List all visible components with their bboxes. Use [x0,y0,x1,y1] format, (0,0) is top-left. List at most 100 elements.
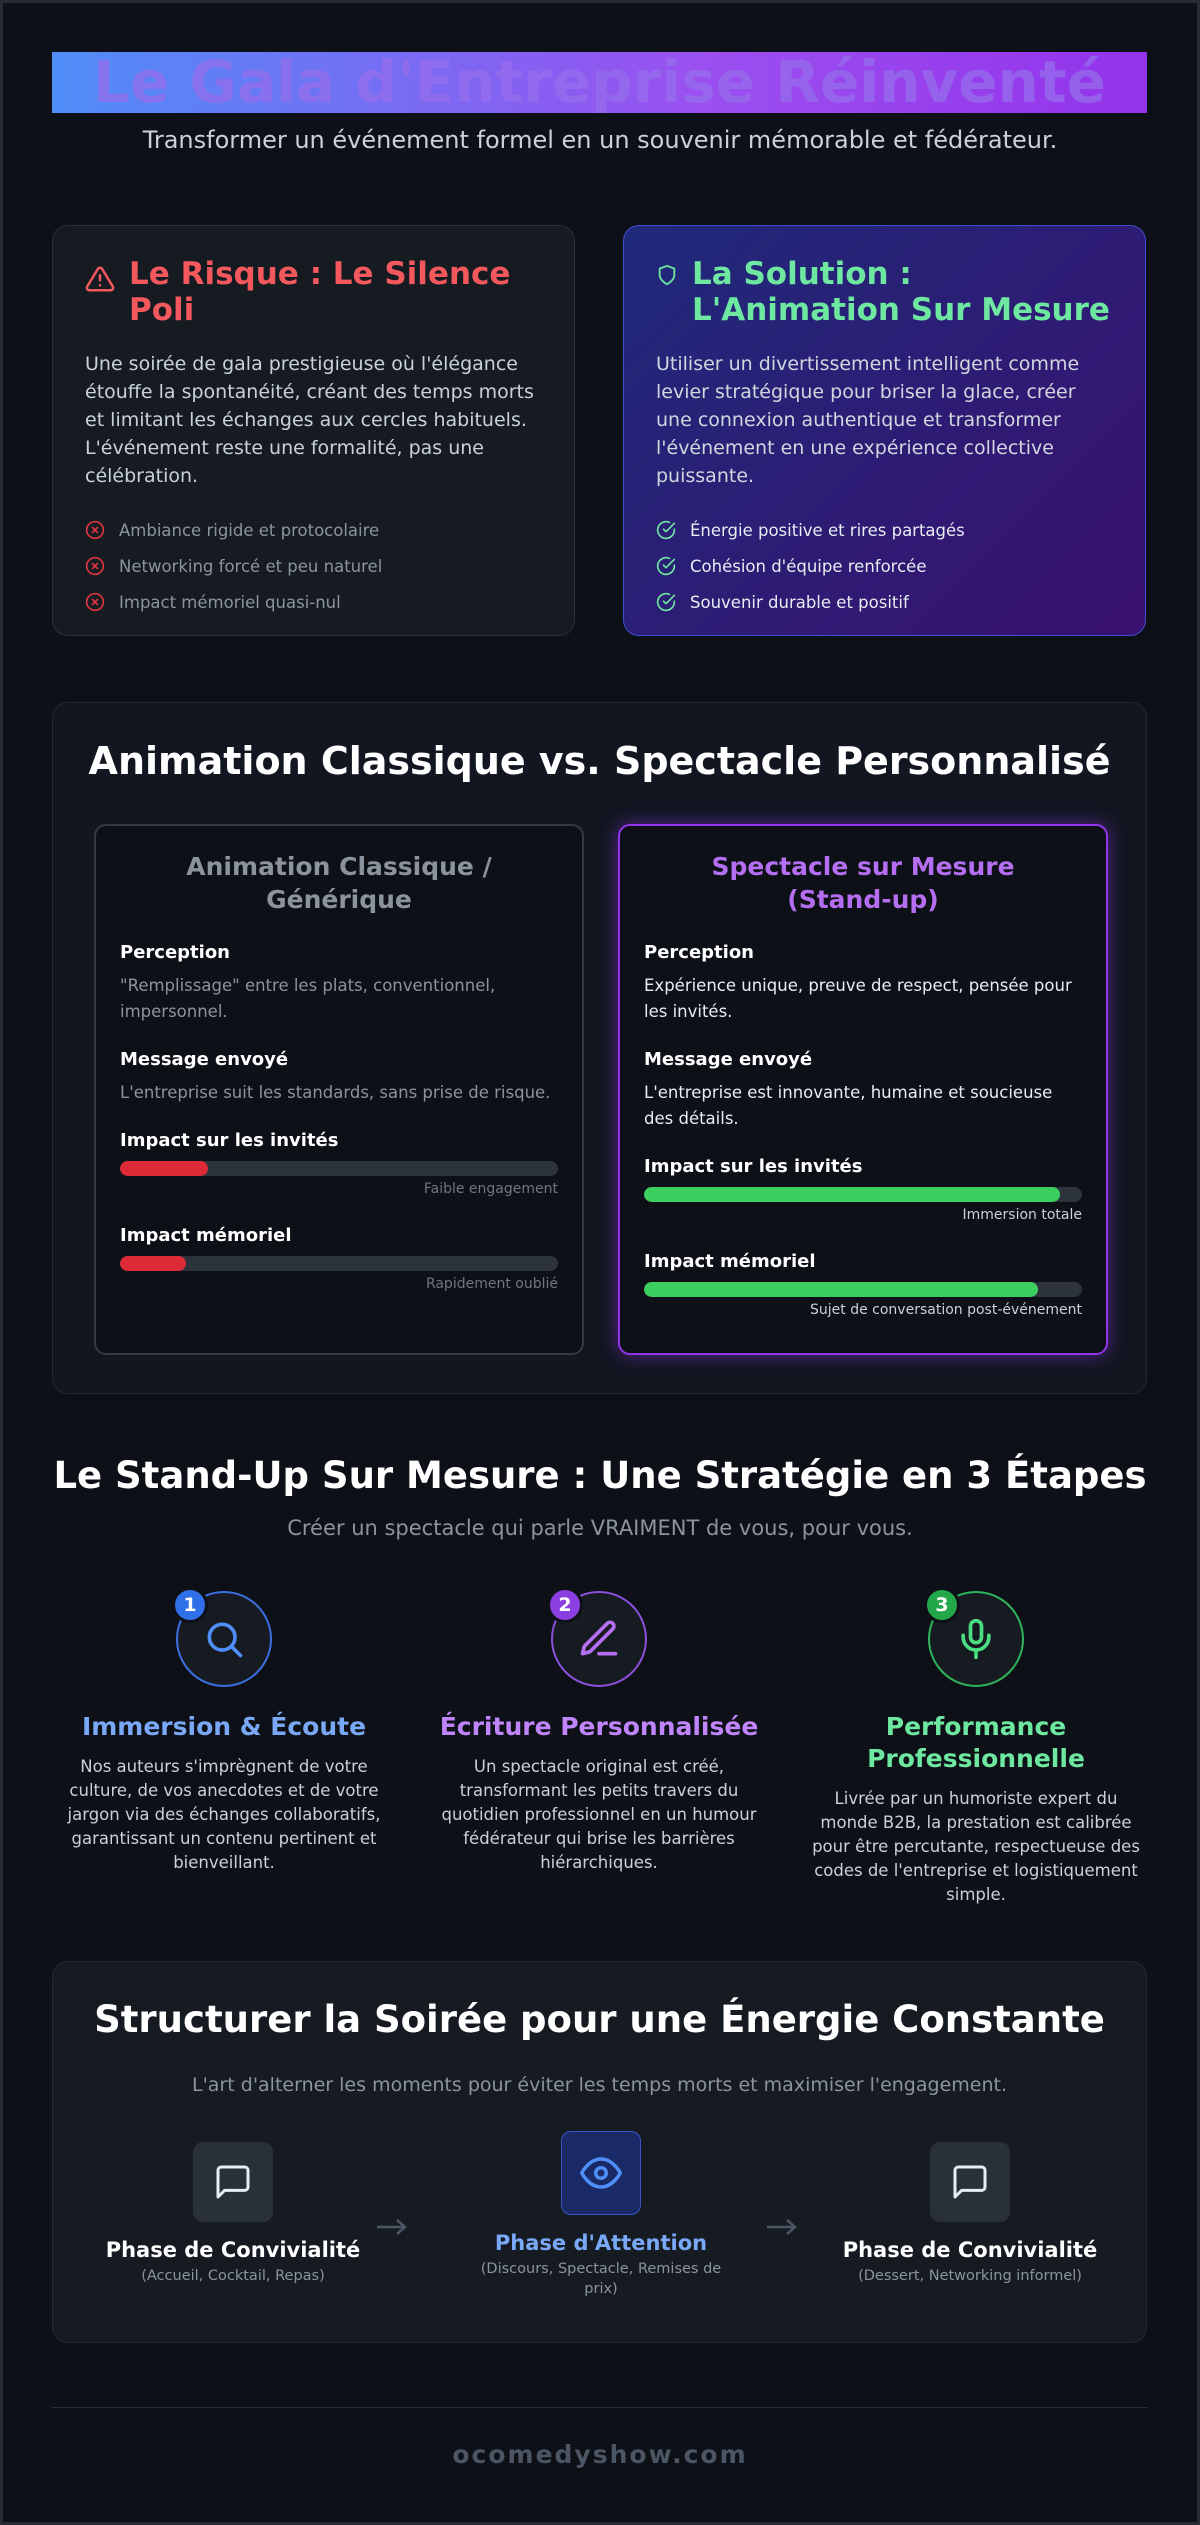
card-heading: Le Risque : Le Silence Poli [85,256,542,328]
metric-label: Impact sur les invités [120,1130,339,1151]
step-title: Performance Professionnelle [867,1712,1085,1773]
step: 3 Performance Professionnelle Livrée par u… [811,1587,1141,1907]
progress-track [120,1161,558,1176]
phase-icon [561,2131,641,2215]
phase-detail: (Dessert, Networking informel) [858,2268,1082,2284]
point-list: Ambiance rigide et protocolaire Networkin… [85,512,542,620]
section-title: Le Stand-Up Sur Mesure : Une Stratégie e… [53,1454,1147,1497]
step-icon: 3 [924,1587,1024,1687]
metric-label: Impact mémoriel [644,1251,816,1272]
section-text: L'entreprise suit les standards, sans pr… [120,1083,551,1102]
arrow [377,2219,407,2235]
point-text: Souvenir durable et positif [690,592,909,612]
progress-fill [120,1161,208,1176]
metric-label: Impact mémoriel [120,1225,292,1246]
phase-glyph [216,2165,250,2199]
solution-card: La Solution : L'Animation Sur Mesure Uti… [623,225,1146,636]
metric-label: Impact sur les invités [644,1156,863,1177]
progress-track [644,1282,1082,1297]
point: Networking forcé et peu naturel [85,548,542,584]
step-number: 2 [547,1587,583,1623]
phase-detail: (Accueil, Cocktail, Repas) [141,2268,325,2284]
step-icon: 1 [172,1587,272,1687]
point-list: Énergie positive et rires partagés Cohési… [656,512,1113,620]
step-title: Écriture Personnalisée [439,1712,759,1741]
section-label: Message envoyé [120,1049,289,1070]
point: Impact mémoriel quasi-nul [85,584,542,620]
section-title: Animation Classique vs. Spectacle Person… [88,739,1111,783]
card-text: Utiliser un divertissement intelligent c… [656,353,1080,487]
step-glyph [961,1618,991,1660]
phase-glyph [580,2157,622,2189]
progress-track [120,1256,558,1271]
phase: Phase de Convivialité (Dessert, Networkin… [820,2142,1120,2286]
page-title: Le Gala d'Entreprise Réinventé [52,52,1147,113]
step-glyph [207,1622,243,1658]
column-heading: Animation Classique / Générique [186,852,492,914]
step-icon: 2 [547,1587,647,1687]
section-text: Expérience unique, preuve de respect, pe… [644,976,1072,1021]
point-icon [85,592,105,612]
card-text: Une soirée de gala prestigieuse où l'élé… [85,353,534,487]
phase: Phase de Convivialité (Accueil, Cocktail,… [83,2142,383,2286]
point-text: Impact mémoriel quasi-nul [119,592,341,612]
step-text: Nos auteurs s'imprègnent de votre cultur… [67,1757,381,1872]
metric-caption: Immersion totale [962,1207,1082,1223]
section-subtitle: L'art d'alterner les moments pour éviter… [192,2074,1007,2096]
phase-icon [193,2142,273,2222]
section-text: "Remplissage" entre les plats, conventio… [120,976,496,1021]
progress-fill [644,1282,1039,1297]
problem-card: Le Risque : Le Silence Poli Une soirée d… [52,225,575,636]
point-text: Énergie positive et rires partagés [690,520,965,540]
step-number: 3 [924,1587,960,1623]
step-title: Immersion & Écoute [81,1712,367,1741]
page-subtitle: Transformer un événement formel en un so… [142,126,1058,154]
section-title: Structurer la Soirée pour une Énergie Co… [94,1998,1105,2041]
step: 2 Écriture Personnalisée Un spectacle orig… [434,1587,764,1875]
point-icon [656,520,676,540]
point-icon [85,520,105,540]
point-icon [656,556,676,576]
progress-fill [120,1256,186,1271]
step-number: 1 [172,1587,208,1623]
metric-caption: Rapidement oublié [425,1276,558,1292]
progress-fill [644,1187,1061,1202]
point-text: Cohésion d'équipe renforcée [690,556,927,576]
arrow [767,2219,797,2235]
section-label: Perception [644,942,754,963]
divider [52,2407,1147,2408]
phase-detail: (Discours, Spectacle, Remises de prix) [480,2261,722,2297]
section-text: L'entreprise est innovante, humaine et s… [644,1083,1053,1128]
point-text: Ambiance rigide et protocolaire [119,520,380,540]
metric-caption: Sujet de conversation post-événement [810,1302,1082,1318]
point: Souvenir durable et positif [656,584,1113,620]
phase-title: Phase de Convivialité [842,2238,1098,2262]
phase: Phase d'Attention (Discours, Spectacle, R… [451,2131,751,2299]
point: Cohésion d'équipe renforcée [656,548,1113,584]
progress-track [644,1187,1082,1202]
comparison-column: Spectacle sur Mesure (Stand-up) Perceptio… [618,824,1108,1355]
step-glyph [580,1620,618,1656]
step-text: Un spectacle original est créé, transfor… [441,1757,757,1872]
point: Ambiance rigide et protocolaire [85,512,542,548]
point-icon [85,556,105,576]
section-label: Perception [120,942,230,963]
shield-icon [658,264,676,286]
section-label: Message envoyé [644,1049,813,1070]
phase-icon [930,2142,1010,2222]
phase-glyph [953,2165,987,2199]
warning-icon [85,266,115,292]
comparison-section: Animation Classique vs. Spectacle Person… [52,702,1147,1394]
column-heading: Spectacle sur Mesure (Stand-up) [711,852,1015,914]
step: 1 Immersion & Écoute Nos auteurs s'imprègn… [59,1587,389,1875]
footer-site: ocomedyshow.com [452,2440,748,2469]
phase-title: Phase d'Attention [494,2231,708,2255]
comparison-column: Animation Classique / Générique Perceptio… [94,824,584,1355]
card-heading: La Solution : L'Animation Sur Mesure [656,256,1113,328]
section-subtitle: Créer un spectacle qui parle VRAIMENT de… [287,1516,913,1540]
flow-section: Structurer la Soirée pour une Énergie Co… [52,1961,1147,2343]
card-title: Le Risque : Le Silence Poli [129,256,511,328]
step-text: Livrée par un humoriste expert du monde … [812,1789,1140,1904]
point-icon [656,592,676,612]
